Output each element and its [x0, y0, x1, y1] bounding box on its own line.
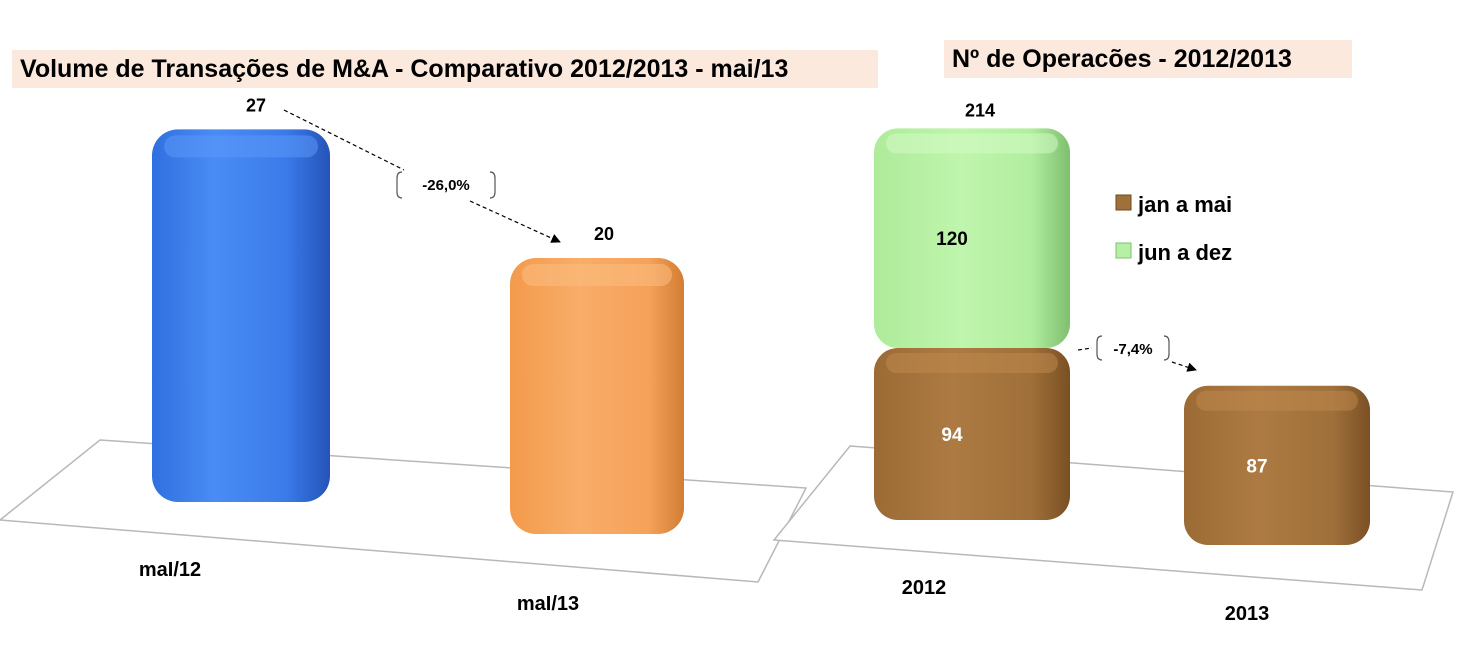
chart1-change-label: -26,0% — [422, 177, 470, 194]
chart2-bar-top-highlight — [886, 133, 1058, 154]
chart1-bar-mai-13 — [510, 258, 684, 534]
chart1-category-label: maI/12 — [139, 559, 201, 581]
legend-label-jun-a-dez: jun a dez — [1137, 240, 1232, 265]
legend-swatch-jan-a-mai — [1115, 194, 1132, 211]
chart2-bar-top-highlight — [1196, 390, 1358, 411]
legend-swatch-jun-a-dez — [1115, 242, 1132, 259]
chart2-segment-label: 120 — [936, 229, 968, 250]
chart2-segment-label: 94 — [941, 425, 963, 446]
chart2-segment-label: 87 — [1246, 456, 1267, 477]
chart1-floor — [0, 439, 808, 583]
chart2-legend: jan a mai jun a dez — [1115, 192, 1232, 265]
chart1-bar-top-highlight — [164, 135, 318, 158]
chart2-bar-2012-jun-a-dez — [874, 128, 1070, 348]
legend-item-jun-a-dez: jun a dez — [1115, 240, 1232, 265]
chart1-title: Volume de Transações de M&A - Comparativ… — [12, 50, 878, 88]
legend-label-jan-a-mai: jan a mai — [1137, 192, 1232, 217]
chart1-change-annotation: -26,0% — [283, 109, 561, 243]
chart1-bar-mai-12 — [152, 129, 330, 502]
chart2-change-annotation: -7,4% — [1077, 335, 1197, 372]
chart2-category-label: 2013 — [1225, 603, 1270, 625]
chart2-total-label: 214 — [965, 100, 995, 120]
chart1-value-label: 20 — [594, 224, 614, 244]
legend-item-jan-a-mai: jan a mai — [1115, 192, 1232, 217]
chart1-bar-top-highlight — [522, 264, 672, 286]
chart1-category-label: maI/13 — [517, 593, 579, 615]
chart2-category-label: 2012 — [902, 577, 947, 599]
chart1-value-label: 27 — [246, 95, 266, 115]
chart2-change-label: -7,4% — [1113, 341, 1152, 358]
chart2-bar-top-highlight — [886, 352, 1058, 373]
chart2-bar-2012-jan-a-mai — [874, 347, 1070, 520]
chart2-title: Nº de Operacões - 2012/2013 — [944, 40, 1352, 78]
chart2-bar-2013-jan-a-mai — [1184, 385, 1370, 545]
